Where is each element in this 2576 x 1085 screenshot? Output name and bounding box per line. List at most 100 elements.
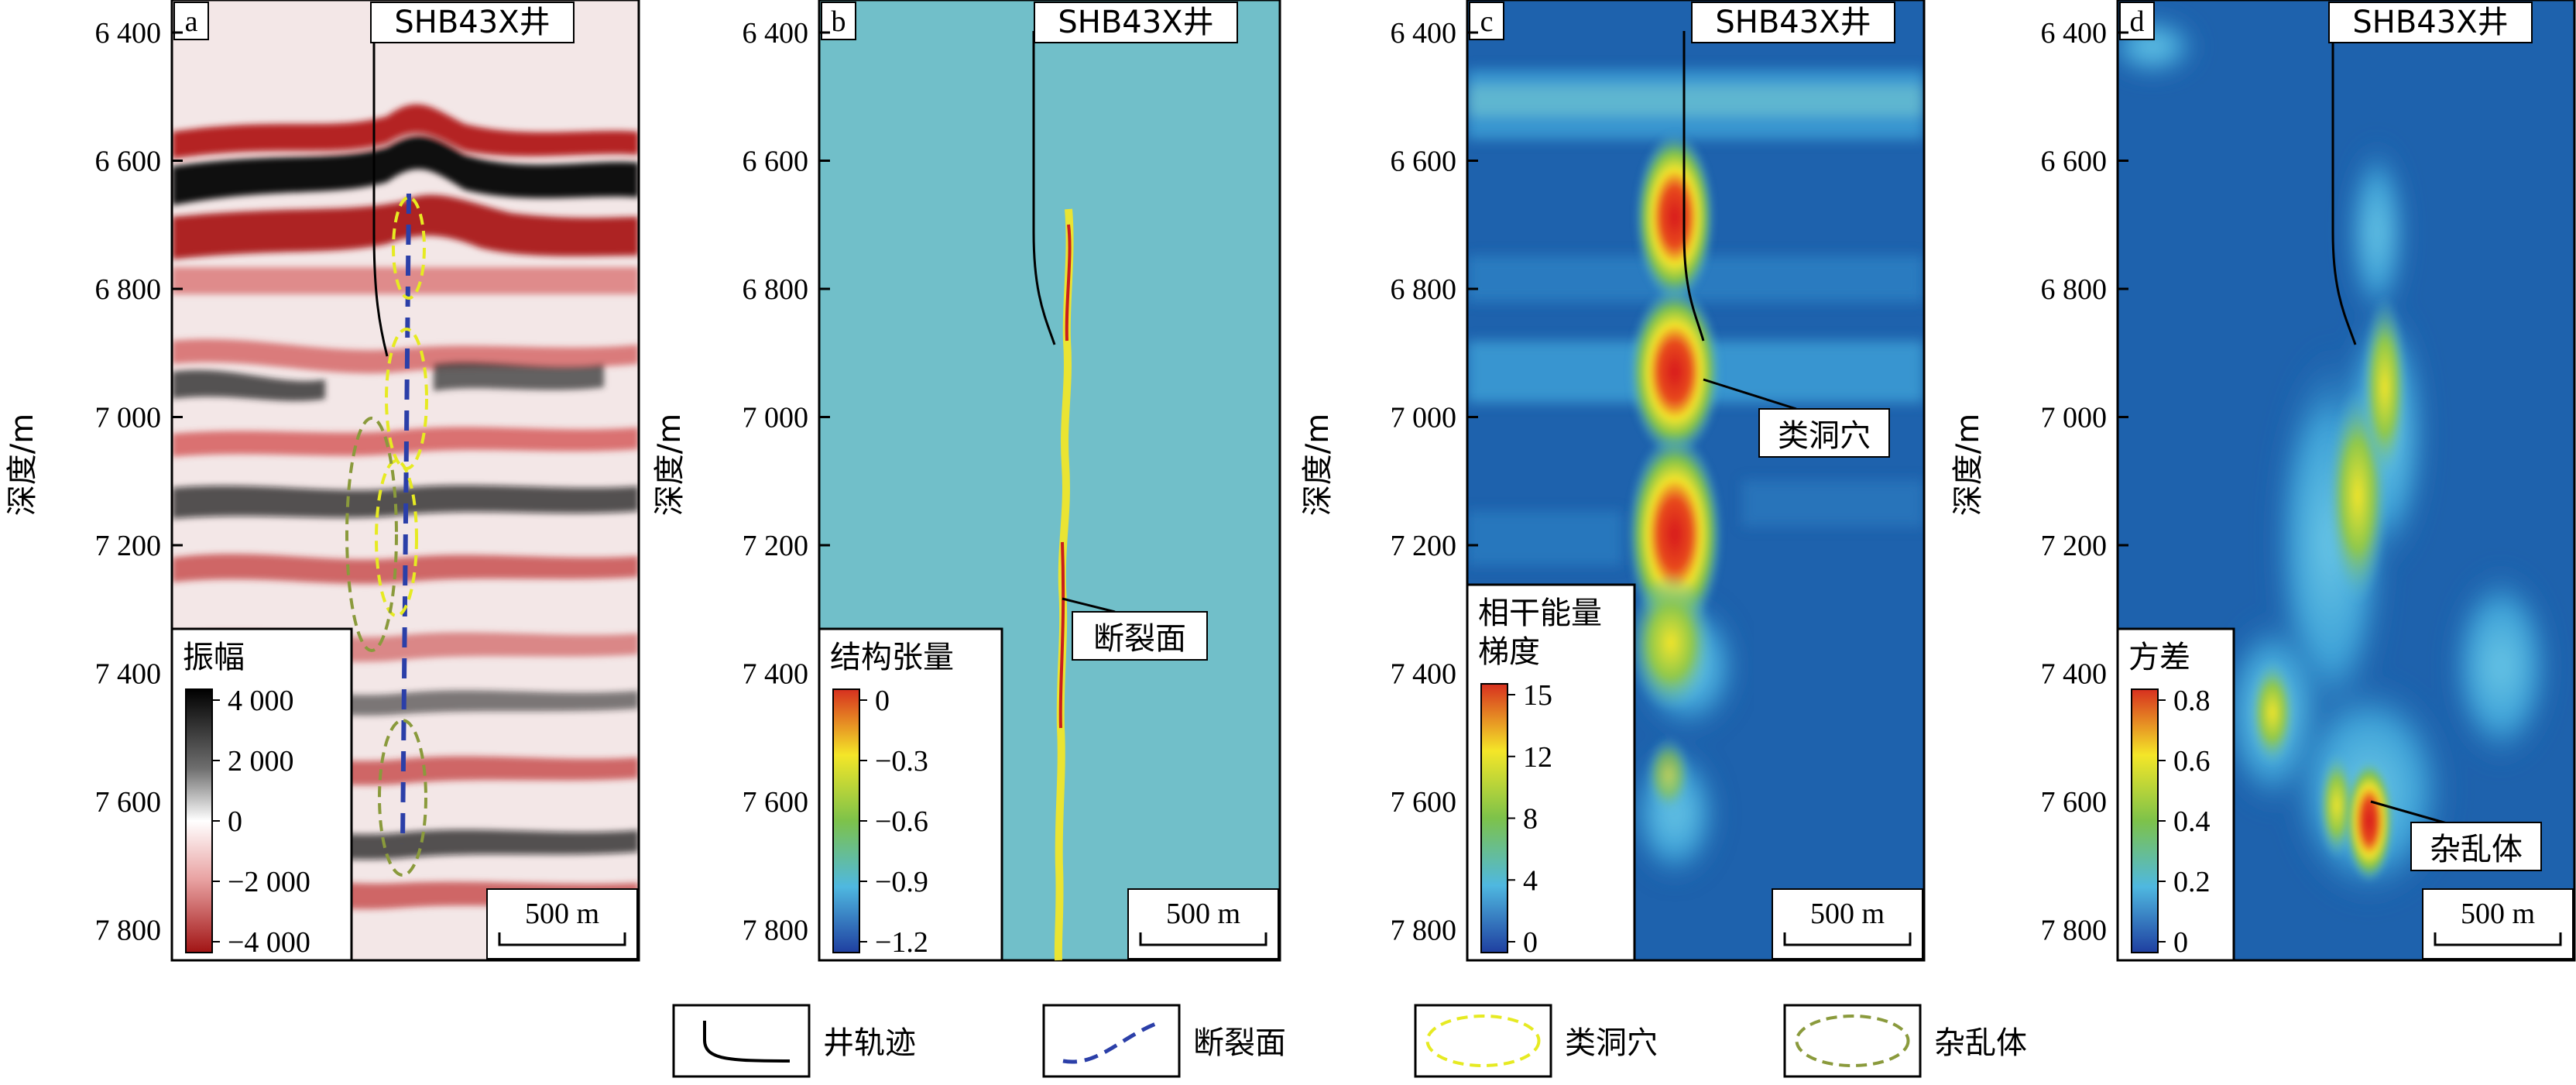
panel-letter: c: [1480, 5, 1494, 38]
fault-plane-line: [400, 193, 411, 845]
colorbar-tick-label: 4: [1523, 864, 1538, 897]
cave-ellipse-icon: [1425, 1015, 1541, 1067]
colorbar-title: 梯度: [1478, 634, 1540, 670]
callout-label: 杂乱体: [2430, 832, 2523, 867]
colorbar-tick-label: 0: [2173, 926, 2188, 959]
colorbar-tick-label: 15: [1523, 679, 1552, 712]
colorbar-tick-label: −0.3: [875, 745, 928, 778]
colorbar-tick-label: 0: [1523, 926, 1538, 959]
depth-tick-label: 6 400: [95, 17, 162, 50]
callout-label: 类洞穴: [1778, 418, 1871, 454]
colorbar-title: 相干能量: [1478, 596, 1602, 631]
bottom-legend-label: 类洞穴: [1565, 1025, 1658, 1061]
depth-tick-label: 7 000: [2041, 402, 2108, 434]
colorbar-tick-label: 0: [875, 685, 890, 717]
colorbar-title: 结构张量: [830, 640, 954, 675]
depth-tick-label: 7 600: [1391, 786, 1457, 819]
depth-tick-label: 7 400: [2041, 658, 2108, 691]
colorbar-tick-label: −1.2: [875, 926, 928, 959]
colorbar-tick-label: −0.9: [875, 866, 928, 898]
depth-tick-label: 6 800: [2041, 273, 2108, 306]
depth-tick-label: 7 000: [95, 402, 162, 434]
depth-tick-label: 6 600: [743, 146, 809, 178]
depth-axis-label: 深度/m: [5, 414, 40, 516]
well-trajectory-c: [1682, 31, 1705, 342]
depth-axis-label: 深度/m: [1300, 414, 1336, 516]
well-trajectory-b: [1032, 31, 1056, 345]
well-name-label: SHB43X井: [394, 5, 550, 40]
colorbar-title: 方差: [2128, 640, 2190, 675]
colorbar-tick-label: −2 000: [228, 866, 310, 898]
colorbar-tick-label: 12: [1523, 741, 1552, 774]
colorbar-tick-label: 0: [228, 805, 242, 838]
depth-axis-label: 深度/m: [1950, 414, 1986, 516]
fault-plane-dashed-icon: [1062, 1020, 1161, 1064]
colorbar-tick-label: 4 000: [228, 685, 294, 717]
depth-tick-label: 6 400: [1391, 17, 1457, 50]
colorbar: [1480, 683, 1508, 953]
depth-tick-label: 7 000: [1391, 402, 1457, 434]
colorbar-tick-label: 2 000: [228, 745, 294, 778]
bottom-legend-label: 断裂面: [1193, 1025, 1286, 1061]
chaotic-body-ellipse: [378, 719, 427, 877]
scale-bar-label: 500 m: [525, 898, 599, 930]
depth-tick-label: 6 800: [95, 273, 162, 306]
colorbar-tick-label: 0.4: [2173, 805, 2211, 838]
callout-label: 断裂面: [1093, 621, 1186, 657]
depth-tick-label: 7 200: [743, 530, 809, 562]
well-trajectory-a: [372, 31, 389, 357]
colorbar-tick-label: 0.8: [2173, 685, 2211, 717]
bottom-legend: 井轨迹 断裂面 类洞穴 杂乱体: [672, 1004, 2027, 1078]
colorbar-title: 振幅: [183, 640, 245, 675]
panel-letter: a: [185, 5, 198, 38]
depth-tick-label: 6 600: [1391, 146, 1457, 178]
cave-ellipse: [392, 196, 426, 300]
colorbar-tick-label: 0.2: [2173, 866, 2211, 898]
depth-tick-label: 6 400: [743, 17, 809, 50]
depth-tick-label: 6 600: [95, 146, 162, 178]
scale-bar-label: 500 m: [2461, 898, 2535, 930]
depth-tick-label: 7 200: [95, 530, 162, 562]
scale-bar: [498, 932, 626, 946]
depth-tick-label: 7 200: [1391, 530, 1457, 562]
well-name-label: SHB43X井: [1058, 5, 1213, 40]
depth-tick-label: 6 800: [1391, 273, 1457, 306]
scale-bar-label: 500 m: [1810, 898, 1885, 930]
well-name-label: SHB43X井: [2352, 5, 2508, 40]
depth-tick-label: 7 800: [1391, 915, 1457, 947]
chaotic-body-ellipse: [345, 417, 398, 652]
well-trajectory-icon: [703, 1021, 791, 1063]
panel-letter: b: [832, 5, 846, 38]
depth-tick-label: 7 800: [95, 915, 162, 947]
depth-tick-label: 6 800: [743, 273, 809, 306]
depth-tick-label: 7 600: [743, 786, 809, 819]
depth-tick-label: 7 800: [2041, 915, 2108, 947]
depth-axis-label: 深度/m: [652, 414, 688, 516]
scale-bar: [2434, 932, 2562, 946]
scale-bar: [1783, 932, 1912, 946]
depth-tick-label: 7 400: [95, 658, 162, 691]
depth-tick-label: 7 200: [2041, 530, 2108, 562]
bottom-legend-label: 杂乱体: [1934, 1025, 2027, 1061]
depth-tick-label: 7 000: [743, 402, 809, 434]
chaotic-body-ellipse-icon: [1795, 1015, 1910, 1067]
cave-ellipse: [375, 459, 418, 617]
depth-tick-label: 7 600: [95, 786, 162, 819]
depth-tick-label: 7 800: [743, 915, 809, 947]
bottom-legend-label: 井轨迹: [823, 1025, 916, 1061]
panel-letter: d: [2130, 5, 2145, 38]
well-trajectory-d: [2331, 31, 2357, 345]
colorbar-tick-label: 0.6: [2173, 745, 2211, 778]
depth-tick-label: 7 400: [1391, 658, 1457, 691]
colorbar: [185, 688, 213, 953]
depth-tick-label: 6 400: [2041, 17, 2108, 50]
colorbar: [2131, 688, 2159, 953]
depth-tick-label: 7 600: [2041, 786, 2108, 819]
colorbar-tick-label: 8: [1523, 803, 1538, 836]
depth-tick-label: 6 600: [2041, 146, 2108, 178]
colorbar: [832, 688, 860, 953]
scale-bar: [1139, 932, 1267, 946]
well-name-label: SHB43X井: [1715, 5, 1871, 40]
colorbar-tick-label: −0.6: [875, 805, 928, 838]
